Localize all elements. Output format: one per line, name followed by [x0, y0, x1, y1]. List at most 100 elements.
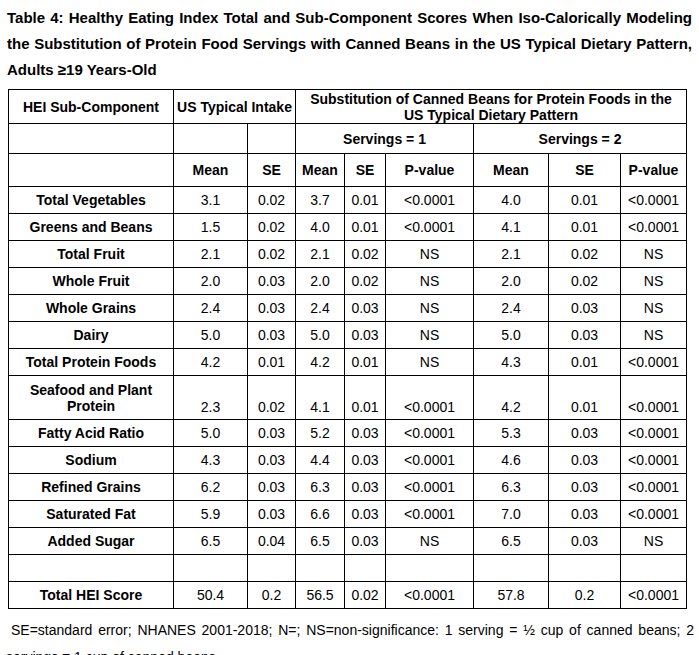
cell-value: 6.3 — [474, 474, 549, 501]
cell-value: 0.03 — [248, 295, 296, 322]
table-row: Added Sugar6.50.046.50.03NS6.50.03NS — [9, 528, 687, 555]
cell-value: 0.02 — [345, 241, 386, 268]
stat-header-mean: Mean — [296, 154, 345, 187]
cell-value: 0.2 — [248, 582, 296, 609]
cell-value: 0.03 — [345, 322, 386, 349]
cell-value: 0.01 — [549, 187, 621, 214]
row-label: Whole Fruit — [9, 268, 174, 295]
table-row: Total Vegetables3.10.023.70.01<0.00014.0… — [9, 187, 687, 214]
cell-value: 0.03 — [248, 447, 296, 474]
cell-value: 0.02 — [549, 241, 621, 268]
cell-value: 0.03 — [248, 420, 296, 447]
cell-value: NS — [621, 268, 687, 295]
cell-value: 4.4 — [296, 447, 345, 474]
row-label: Total Fruit — [9, 241, 174, 268]
cell-value: 6.5 — [474, 528, 549, 555]
cell-value: NS — [621, 241, 687, 268]
cell-value: 4.2 — [296, 349, 345, 376]
table-row: Total Fruit2.10.022.10.02NS2.10.02NS — [9, 241, 687, 268]
empty-cell — [9, 124, 174, 154]
cell-value — [386, 555, 474, 582]
cell-value: 4.3 — [474, 349, 549, 376]
cell-value — [474, 555, 549, 582]
cell-value: 0.02 — [248, 241, 296, 268]
cell-value: NS — [621, 295, 687, 322]
cell-value: <0.0001 — [386, 447, 474, 474]
stat-header-mean: Mean — [174, 154, 248, 187]
cell-value: 7.0 — [474, 501, 549, 528]
row-label: Whole Grains — [9, 295, 174, 322]
cell-value: <0.0001 — [621, 376, 687, 420]
table-row: Whole Fruit2.00.032.00.02NS2.00.02NS — [9, 268, 687, 295]
cell-value: 5.2 — [296, 420, 345, 447]
empty-cell — [248, 124, 296, 154]
cell-value: <0.0001 — [621, 187, 687, 214]
cell-value: 0.03 — [248, 322, 296, 349]
cell-value: 0.02 — [248, 214, 296, 241]
cell-value: 6.6 — [296, 501, 345, 528]
spacer-row — [9, 555, 687, 582]
cell-value: 0.03 — [345, 501, 386, 528]
cell-value: NS — [621, 322, 687, 349]
cell-value: <0.0001 — [621, 349, 687, 376]
cell-value: 3.7 — [296, 187, 345, 214]
cell-value: 0.03 — [345, 295, 386, 322]
cell-value: 57.8 — [474, 582, 549, 609]
table-header: HEI Sub-Component US Typical Intake Subs… — [9, 90, 687, 187]
cell-value: 0.01 — [345, 349, 386, 376]
row-label: Sodium — [9, 447, 174, 474]
header-row-servings: Servings = 1 Servings = 2 — [9, 124, 687, 154]
table-row: Refined Grains6.20.036.30.03<0.00016.30.… — [9, 474, 687, 501]
cell-value: 50.4 — [174, 582, 248, 609]
cell-value: 0.01 — [248, 349, 296, 376]
table-row: Greens and Beans1.50.024.00.01<0.00014.1… — [9, 214, 687, 241]
cell-value: 6.2 — [174, 474, 248, 501]
cell-value: NS — [386, 528, 474, 555]
cell-value: 0.03 — [345, 447, 386, 474]
table-caption: Table 4: Healthy Eating Index Total and … — [7, 5, 692, 83]
cell-value: 0.03 — [345, 474, 386, 501]
cell-value: 0.02 — [549, 268, 621, 295]
table-row: Fatty Acid Ratio5.00.035.20.03<0.00015.3… — [9, 420, 687, 447]
cell-value: <0.0001 — [621, 420, 687, 447]
cell-value: <0.0001 — [386, 214, 474, 241]
cell-value: <0.0001 — [621, 474, 687, 501]
cell-value: <0.0001 — [621, 501, 687, 528]
cell-value — [174, 555, 248, 582]
table-row: Whole Grains2.40.032.40.03NS2.40.03NS — [9, 295, 687, 322]
table-row: Saturated Fat5.90.036.60.03<0.00017.00.0… — [9, 501, 687, 528]
header-row-stats: Mean SE Mean SE P-value Mean SE P-value — [9, 154, 687, 187]
cell-value: 4.2 — [174, 349, 248, 376]
cell-value: NS — [621, 528, 687, 555]
corner-header-cell: HEI Sub-Component — [9, 90, 174, 124]
cell-value — [549, 555, 621, 582]
row-label: Added Sugar — [9, 528, 174, 555]
row-label: Fatty Acid Ratio — [9, 420, 174, 447]
cell-value — [621, 555, 687, 582]
cell-value: 0.03 — [549, 528, 621, 555]
hei-scores-table: HEI Sub-Component US Typical Intake Subs… — [8, 89, 687, 609]
stat-header-pvalue: P-value — [386, 154, 474, 187]
cell-value: 0.01 — [345, 187, 386, 214]
cell-value: 0.03 — [345, 420, 386, 447]
cell-value: 2.4 — [296, 295, 345, 322]
table-row: Dairy5.00.035.00.03NS5.00.03NS — [9, 322, 687, 349]
cell-value: 6.5 — [174, 528, 248, 555]
cell-value: 4.0 — [474, 187, 549, 214]
row-label: Total Vegetables — [9, 187, 174, 214]
cell-value: 0.03 — [549, 322, 621, 349]
row-label — [9, 555, 174, 582]
empty-cell — [174, 124, 248, 154]
cell-value: 4.6 — [474, 447, 549, 474]
cell-value: 0.03 — [345, 528, 386, 555]
cell-value: NS — [386, 322, 474, 349]
cell-value: 0.01 — [549, 376, 621, 420]
stat-header-se: SE — [345, 154, 386, 187]
cell-value: 4.1 — [296, 376, 345, 420]
cell-value: 0.03 — [248, 268, 296, 295]
table-body: Total Vegetables3.10.023.70.01<0.00014.0… — [9, 187, 687, 609]
cell-value: <0.0001 — [621, 582, 687, 609]
cell-value: <0.0001 — [621, 447, 687, 474]
cell-value: 2.1 — [474, 241, 549, 268]
table-footnote: SE=standard error; NHANES 2001-2018; N=;… — [6, 617, 694, 655]
